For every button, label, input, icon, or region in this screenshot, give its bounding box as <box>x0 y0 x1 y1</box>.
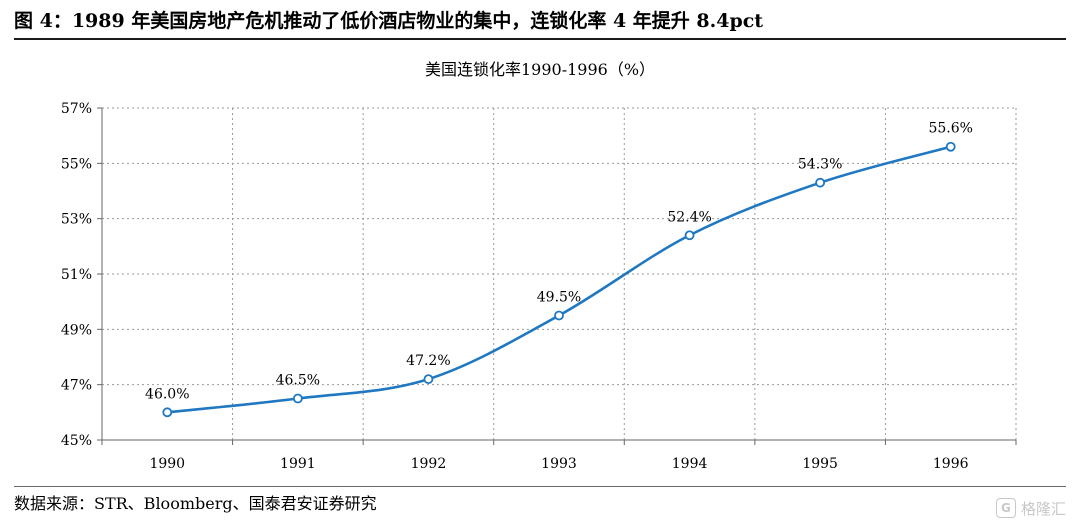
data-label: 49.5% <box>537 290 581 306</box>
data-point <box>292 393 303 404</box>
y-tick-label: 47% <box>61 378 92 394</box>
data-point <box>554 310 564 321</box>
data-label: 54.3% <box>798 157 842 173</box>
watermark: G 格隆汇 <box>995 495 1066 521</box>
y-tick-label: 55% <box>61 156 92 172</box>
data-point <box>815 177 826 188</box>
x-tick-label: 1995 <box>802 456 838 472</box>
top-rule <box>14 38 1066 40</box>
x-tick-label: 1991 <box>280 456 316 472</box>
y-tick-label: 53% <box>61 212 92 228</box>
x-tick-label: 1996 <box>933 456 969 472</box>
chart-title: 美国连锁化率1990-1996（%） <box>424 60 656 79</box>
y-tick-label: 45% <box>61 433 92 449</box>
data-point <box>423 374 434 385</box>
watermark-logo-icon: G <box>995 498 1016 518</box>
figure-title: 图 4：1989 年美国房地产危机推动了低价酒店物业的集中，连锁化率 4 年提升… <box>14 10 764 32</box>
data-label: 47.2% <box>406 353 450 369</box>
data-point <box>162 407 173 418</box>
source-note: 数据来源：STR、Bloomberg、国泰君安证券研究 <box>14 494 377 513</box>
x-tick-label: 1993 <box>541 456 577 472</box>
y-tick-label: 57% <box>61 101 92 117</box>
y-tick-label: 49% <box>61 322 92 338</box>
line-chart: 45% 47% 49% 51% 53% 55% 57% 1990 1991 1992 1993 199… <box>61 101 1017 472</box>
data-label: 52.4% <box>667 209 711 225</box>
y-tick-label: 51% <box>61 267 92 283</box>
data-point <box>684 230 695 241</box>
x-tick-label: 1990 <box>149 456 185 472</box>
data-label: 46.0% <box>145 386 189 402</box>
data-label: 55.6% <box>928 121 972 137</box>
x-tick-label: 1992 <box>411 456 447 472</box>
x-tick-label: 1994 <box>672 456 708 472</box>
data-label: 46.5% <box>276 373 320 389</box>
data-point <box>945 141 956 152</box>
watermark-text: 格隆汇 <box>1020 499 1066 518</box>
bottom-rule <box>14 486 1066 487</box>
